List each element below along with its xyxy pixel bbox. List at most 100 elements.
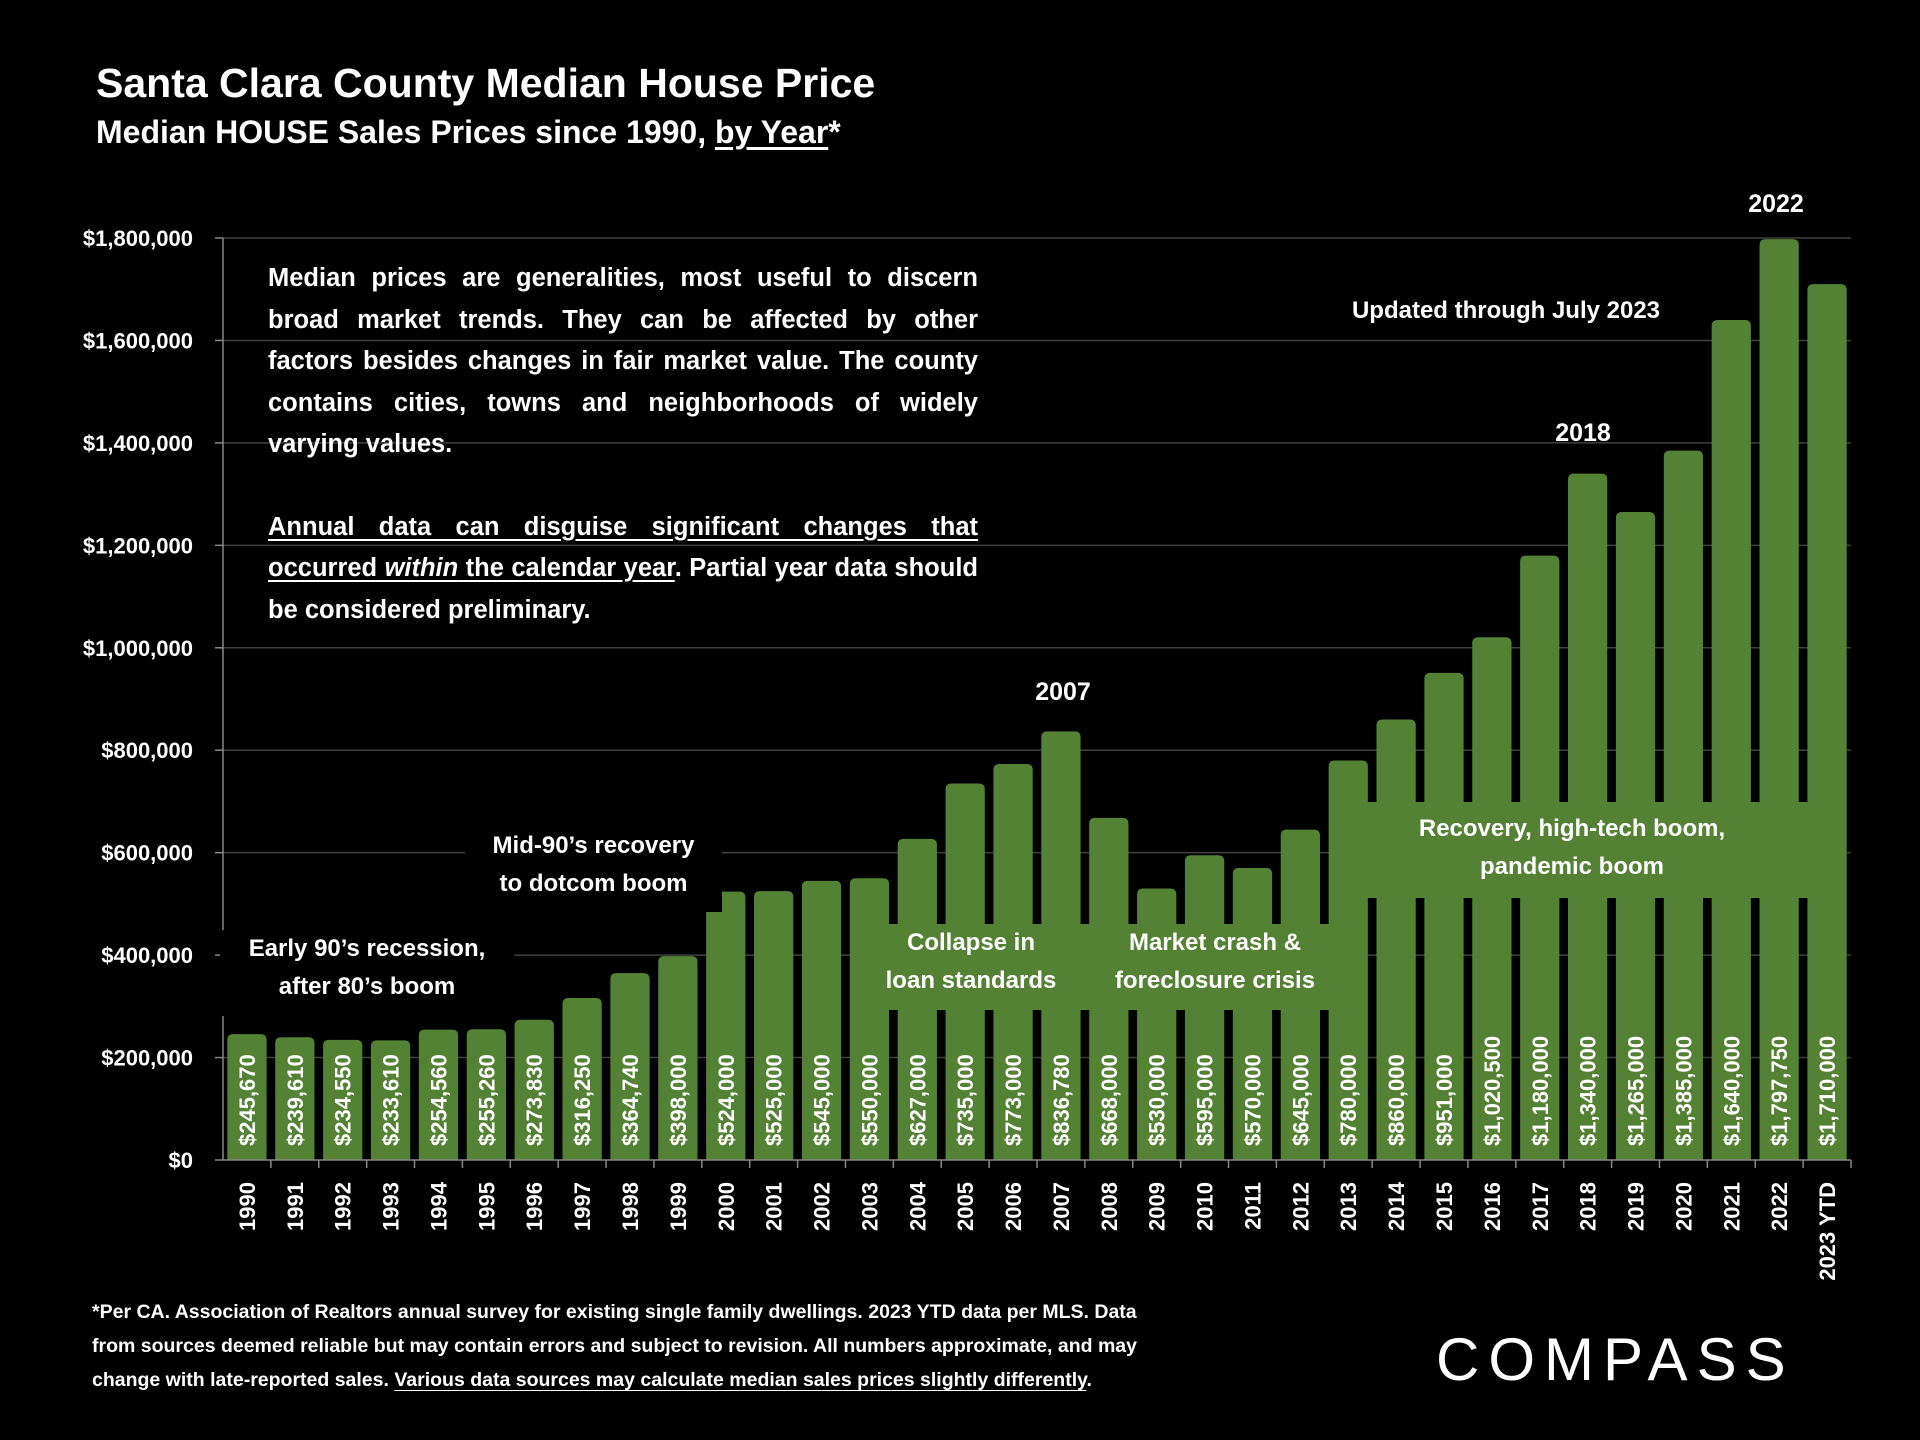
subtitle-asterisk: * xyxy=(828,114,841,150)
value-label: $245,670 xyxy=(235,1054,260,1146)
x-tick-label: 2000 xyxy=(714,1182,739,1231)
x-tick-label: 2005 xyxy=(953,1182,978,1231)
x-tick-label: 2003 xyxy=(857,1182,882,1231)
value-label: $239,610 xyxy=(283,1054,308,1146)
note-text: . Partial year data should be considered… xyxy=(268,554,978,624)
compass-logo: COMPASS xyxy=(1436,1326,1795,1393)
note-text: Annual data can disguise significant cha… xyxy=(268,512,978,583)
x-tick-label: 1995 xyxy=(474,1182,499,1231)
bar xyxy=(275,1037,315,1160)
value-label: $254,560 xyxy=(426,1054,451,1146)
chart-title: Santa Clara County Median House Price xyxy=(96,60,876,106)
chart-subtitle: Median HOUSE Sales Prices since 1990, by… xyxy=(96,114,841,151)
value-label: $668,000 xyxy=(1097,1054,1122,1146)
note-underlined: Annual data can disguise significant cha… xyxy=(268,513,978,583)
annotation-line: Early 90’s recession, xyxy=(248,935,486,962)
bar xyxy=(658,956,698,1160)
value-label: $364,740 xyxy=(618,1054,643,1146)
bar xyxy=(1472,637,1512,1160)
value-label: $627,000 xyxy=(905,1054,930,1146)
value-label: $570,000 xyxy=(1240,1054,1265,1146)
annotation-line: Collapse in xyxy=(906,929,1036,956)
value-label: $860,000 xyxy=(1384,1054,1409,1146)
x-tick-label: 2023 YTD xyxy=(1815,1182,1840,1281)
bar xyxy=(1807,284,1847,1161)
x-tick-label: 2004 xyxy=(905,1181,930,1231)
x-tick-label: 2014 xyxy=(1384,1181,1409,1231)
value-label: $255,260 xyxy=(474,1054,499,1146)
value-label: $836,780 xyxy=(1049,1054,1074,1146)
x-tick-label: 2021 xyxy=(1719,1182,1744,1231)
value-label: $1,710,000 xyxy=(1815,1036,1840,1146)
explanatory-note: Median prices are generalities, most use… xyxy=(268,258,978,672)
annotation-line: Mid-90’s recovery xyxy=(492,832,695,859)
x-tick-label: 1992 xyxy=(331,1182,356,1231)
annotation-line: Recovery, high-tech boom, xyxy=(1418,815,1726,842)
x-tick-label: 2002 xyxy=(810,1182,835,1231)
value-label: $550,000 xyxy=(857,1054,882,1146)
subtitle-text: Median HOUSE Sales Prices since 1990, xyxy=(96,114,715,150)
bar xyxy=(1759,239,1799,1161)
annotation-line: pandemic boom xyxy=(1479,853,1665,880)
x-tick-label: 1997 xyxy=(570,1182,595,1231)
annotation-collapse: Collapse in loan standards xyxy=(851,924,1091,1010)
value-label: $1,340,000 xyxy=(1576,1036,1601,1146)
annotation-line: loan standards xyxy=(885,967,1057,994)
footnote-text: . xyxy=(1086,1369,1092,1391)
value-label: $398,000 xyxy=(666,1054,691,1146)
x-tick-label: 1999 xyxy=(666,1182,691,1231)
bar xyxy=(370,1040,411,1160)
x-tick-label: 2008 xyxy=(1097,1182,1122,1231)
value-label: $951,000 xyxy=(1432,1054,1457,1146)
callout-2007: 2007 xyxy=(1035,678,1091,706)
x-tick-label: 2017 xyxy=(1528,1182,1553,1231)
note-paragraph-1: Median prices are generalities, most use… xyxy=(268,264,978,458)
value-label: $780,000 xyxy=(1336,1054,1361,1146)
x-tick-label: 2016 xyxy=(1480,1182,1505,1231)
value-label: $234,550 xyxy=(331,1054,356,1146)
value-label: $530,000 xyxy=(1145,1054,1170,1146)
value-label: $735,000 xyxy=(953,1054,978,1146)
annotation-recovery: Recovery, high-tech boom, pandemic boom xyxy=(1332,802,1812,898)
callout-2022: 2022 xyxy=(1748,190,1804,218)
y-tick-label: $1,200,000 xyxy=(83,533,193,558)
x-tick-label: 1996 xyxy=(522,1182,547,1231)
annotation-early-90s: Early 90’s recession, after 80’s boom xyxy=(220,930,514,1016)
x-tick-label: 2007 xyxy=(1049,1182,1074,1231)
y-tick-label: $1,400,000 xyxy=(83,431,193,456)
x-tick-label: 2019 xyxy=(1624,1182,1649,1231)
footnote: *Per CA. Association of Realtors annual … xyxy=(92,1295,1137,1397)
y-tick-label: $600,000 xyxy=(101,841,193,866)
footnote-line-2: from sources deemed reliable but may con… xyxy=(92,1335,1137,1357)
value-label: $773,000 xyxy=(1001,1054,1026,1146)
x-tick-label: 2010 xyxy=(1193,1182,1218,1231)
x-tick-label: 2009 xyxy=(1145,1182,1170,1231)
value-label: $1,180,000 xyxy=(1528,1036,1553,1146)
x-tick-label: 2018 xyxy=(1576,1182,1601,1231)
value-label: $525,000 xyxy=(762,1054,787,1146)
y-tick-label: $0 xyxy=(169,1148,193,1173)
value-label: $595,000 xyxy=(1193,1054,1218,1146)
annotation-line: to dotcom boom xyxy=(499,870,688,897)
bar xyxy=(323,1039,363,1160)
y-tick-label: $400,000 xyxy=(101,943,193,968)
x-tick-label: 2022 xyxy=(1767,1182,1792,1231)
x-tick-label: 1990 xyxy=(235,1182,260,1231)
annotation-line: Market crash & xyxy=(1128,929,1302,956)
value-label: $1,020,500 xyxy=(1480,1036,1505,1146)
x-tick-label: 2001 xyxy=(762,1182,787,1231)
x-tick-label: 1991 xyxy=(283,1182,308,1231)
footnote-underlined: Various data sources may calculate media… xyxy=(394,1369,1087,1391)
note-emphasis: within xyxy=(384,554,459,582)
x-tick-label: 2015 xyxy=(1432,1182,1457,1231)
x-tick-label: 1993 xyxy=(379,1182,404,1231)
bar xyxy=(418,1029,459,1160)
bar xyxy=(514,1019,554,1160)
x-tick-label: 2012 xyxy=(1288,1182,1313,1231)
value-label: $545,000 xyxy=(810,1054,835,1146)
value-label: $1,797,750 xyxy=(1767,1036,1792,1146)
value-label: $233,610 xyxy=(379,1054,404,1146)
y-tick-label: $1,000,000 xyxy=(83,636,193,661)
x-tick-label: 2013 xyxy=(1336,1182,1361,1231)
